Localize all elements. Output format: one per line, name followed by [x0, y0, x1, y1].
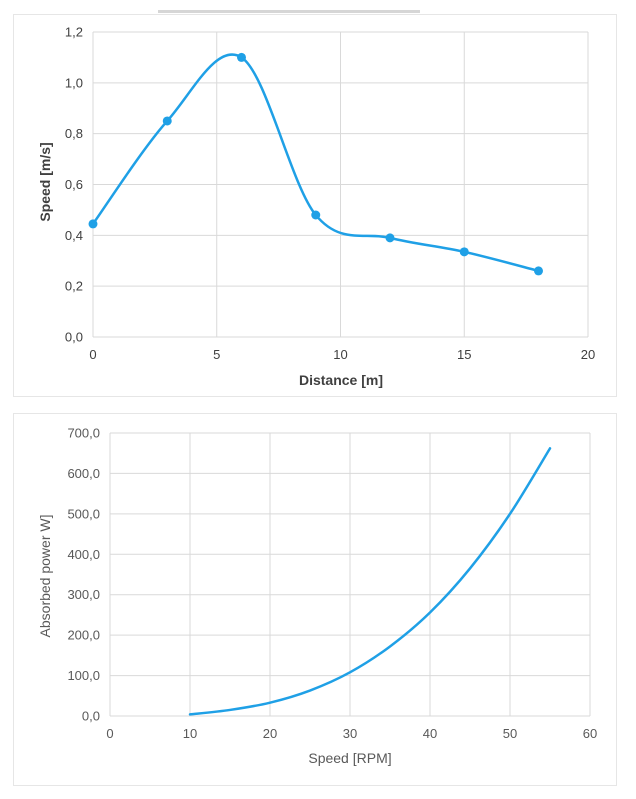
y-tick-label: 0,8: [65, 126, 83, 141]
y-tick-label: 0,0: [82, 709, 100, 724]
x-tick-label: 30: [343, 726, 357, 741]
y-tick-label: 200,0: [67, 628, 100, 643]
data-point-marker: [88, 219, 98, 229]
x-axis-title: Speed [RPM]: [308, 750, 391, 766]
y-tick-label: 400,0: [67, 547, 100, 562]
x-tick-label: 10: [183, 726, 197, 741]
series-line: [188, 447, 552, 716]
y-tick-label: 1,0: [65, 75, 83, 90]
data-point-marker: [311, 210, 321, 220]
x-tick-label: 40: [423, 726, 437, 741]
x-tick-label: 50: [503, 726, 517, 741]
data-point-marker: [162, 116, 172, 126]
x-tick-label: 20: [581, 347, 595, 362]
x-tick-label: 0: [89, 347, 96, 362]
y-tick-label: 500,0: [67, 506, 100, 521]
y-tick-label: 300,0: [67, 587, 100, 602]
data-point-marker: [534, 266, 543, 276]
power-speed-chart-panel: [13, 413, 617, 786]
data-point-marker: [237, 52, 246, 62]
x-tick-label: 60: [583, 726, 597, 741]
speed-distance-chart-panel: [13, 14, 617, 397]
x-tick-label: 10: [333, 347, 347, 362]
y-tick-label: 600,0: [67, 466, 100, 481]
x-axis-title: Distance [m]: [299, 372, 383, 388]
y-tick-label: 700,0: [67, 426, 100, 441]
x-tick-label: 5: [213, 347, 220, 362]
y-axis-title: Absorbed power W]: [37, 515, 53, 638]
y-tick-label: 0,2: [65, 279, 83, 294]
y-tick-label: 100,0: [67, 668, 100, 683]
x-tick-label: 0: [106, 726, 113, 741]
y-tick-label: 0,0: [65, 330, 83, 345]
x-tick-label: 20: [263, 726, 277, 741]
x-tick-label: 15: [457, 347, 471, 362]
y-tick-label: 1,2: [65, 25, 83, 40]
data-point-marker: [385, 233, 395, 243]
y-axis-title: Speed [m/s]: [37, 142, 53, 221]
y-tick-label: 0,4: [65, 228, 83, 243]
y-tick-label: 0,6: [65, 177, 83, 192]
data-point-marker: [459, 247, 469, 257]
top-scroll-bar: [158, 10, 420, 13]
